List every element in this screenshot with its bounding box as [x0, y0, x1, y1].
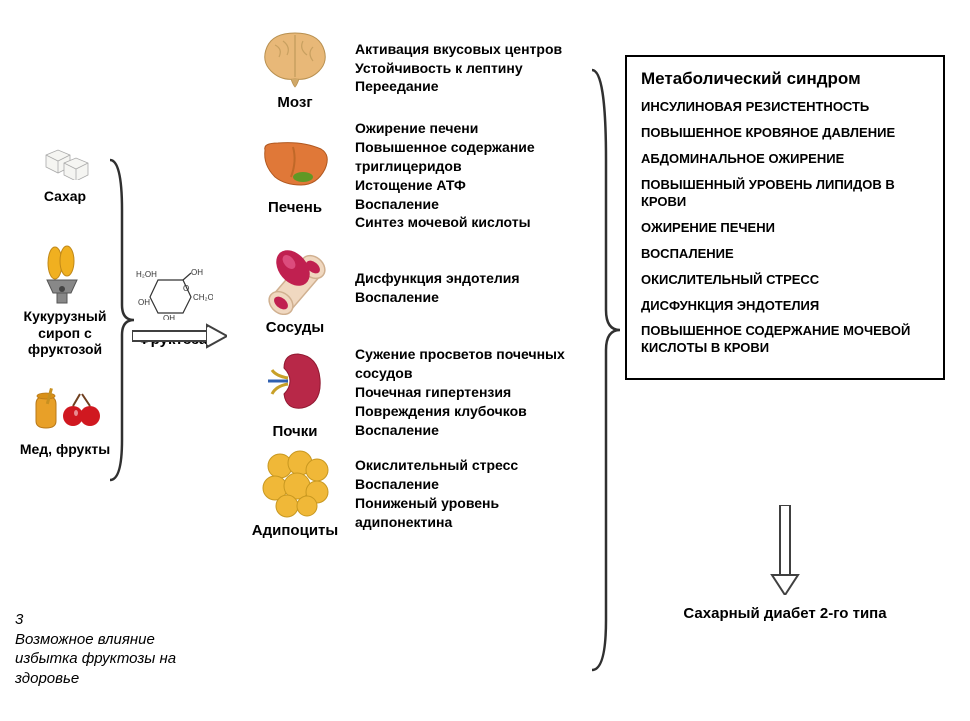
svg-text:OH: OH [163, 314, 175, 320]
syndrome-item: Повышенный уровень липидов в крови [641, 177, 929, 211]
source-corn-syrup: Кукурузный сироп с фруктозой [10, 250, 120, 358]
organ-label: Сосуды [235, 319, 355, 336]
organ-liver: Печень Ожирение печени Повышенное содерж… [235, 119, 595, 232]
svg-text:CH₂OH: CH₂OH [193, 293, 213, 302]
effect-text: Воспаление [355, 195, 595, 214]
sugar-icon [10, 130, 120, 185]
brain-icon [235, 25, 355, 90]
figure-caption: 3 Возможное влияние избытка фруктозы на … [15, 610, 215, 688]
svg-text:H₂OH: H₂OH [136, 270, 157, 279]
svg-text:OH: OH [138, 298, 150, 307]
effect-text: Дисфункция эндотелия [355, 269, 520, 288]
organ-label: Почки [235, 423, 355, 440]
corn-syrup-icon [10, 250, 120, 305]
effect-text: Синтез мочевой кислоты [355, 213, 595, 232]
kidney-effects: Сужение просветов почечных сосудов Почеч… [355, 345, 595, 439]
syndrome-item: Инсулиновая резистентность [641, 99, 929, 116]
effect-text: Переедание [355, 77, 562, 96]
effect-text: Воспаление [355, 421, 595, 440]
source-label: Мед, фрукты [10, 441, 120, 458]
organ-vessels: Сосуды Дисфункция эндотелия Воспаление [235, 240, 595, 336]
liver-effects: Ожирение печени Повышенное содержание тр… [355, 119, 595, 232]
syndrome-list: Инсулиновая резистентность Повышенное кр… [641, 99, 929, 357]
source-label: Кукурузный сироп с фруктозой [10, 308, 120, 358]
syndrome-item: Воспаление [641, 246, 929, 263]
organ-label: Печень [235, 199, 355, 216]
source-label: Сахар [10, 188, 120, 205]
effect-text: Почечная гипертензия [355, 383, 595, 402]
syndrome-title: Метаболический синдром [641, 69, 929, 89]
organ-label: Мозг [235, 94, 355, 111]
effect-text: Сужение просветов почечных сосудов [355, 345, 595, 383]
effect-text: Повышенное содержание триглицеридов [355, 138, 595, 176]
kidney-icon [235, 344, 355, 419]
organ-kidney: Почки Сужение просветов почечных сосудов… [235, 344, 595, 440]
syndrome-item: Абдоминальное ожирение [641, 151, 929, 168]
liver-icon [235, 135, 355, 195]
effect-text: Воспаление [355, 475, 595, 494]
organs-bracket [588, 60, 624, 680]
outcome-arrow [770, 505, 800, 595]
effect-text: Истощение АТФ [355, 176, 595, 195]
sources-column: Сахар Кукурузный сироп с фруктозой [10, 130, 120, 483]
syndrome-item: Повышенное содержание мочевой кислоты в … [641, 323, 929, 357]
syndrome-item: Повышенное кровяное давление [641, 125, 929, 142]
caption-text: Возможное влияние избытка фруктозы на зд… [15, 630, 215, 689]
source-sugar: Сахар [10, 130, 120, 205]
source-honey-fruits: Мед, фрукты [10, 383, 120, 458]
syndrome-item: Ожирение печени [641, 220, 929, 237]
svg-text:OH: OH [191, 268, 203, 277]
metabolic-syndrome-box: Метаболический синдром Инсулиновая резис… [625, 55, 945, 380]
syndrome-item: Окислительный стресс [641, 272, 929, 289]
brain-effects: Активация вкусовых центров Устойчивость … [355, 40, 562, 97]
effect-text: Активация вкусовых центров [355, 40, 562, 59]
effect-text: Воспаление [355, 288, 520, 307]
effect-text: Повреждения клубочков [355, 402, 595, 421]
organ-adipocytes: Адипоциты Окислительный стресс Воспалени… [235, 448, 595, 539]
arrow-to-organs [132, 323, 227, 349]
organs-column: Мозг Активация вкусовых центров Устойчив… [235, 25, 595, 547]
effect-text: Ожирение печени [355, 119, 595, 138]
honey-fruits-icon [10, 383, 120, 438]
effect-text: Пониженый уровень адипонектина [355, 494, 595, 532]
effect-text: Устойчивость к лептину [355, 59, 562, 78]
outcome-label: Сахарный диабет 2-го типа [625, 605, 945, 622]
vessels-effects: Дисфункция эндотелия Воспаление [355, 269, 520, 307]
vessels-icon [235, 240, 355, 315]
adipocytes-effects: Окислительный стресс Воспаление Понижены… [355, 456, 595, 532]
effect-text: Окислительный стресс [355, 456, 595, 475]
organ-brain: Мозг Активация вкусовых центров Устойчив… [235, 25, 595, 111]
fructose-formula-icon: H₂OH OH CH₂OH OH OH O [133, 265, 213, 320]
organ-label: Адипоциты [235, 522, 355, 539]
adipocytes-icon [235, 448, 355, 518]
caption-num: 3 [15, 610, 215, 630]
syndrome-item: Дисфункция эндотелия [641, 298, 929, 315]
svg-text:O: O [183, 284, 189, 293]
